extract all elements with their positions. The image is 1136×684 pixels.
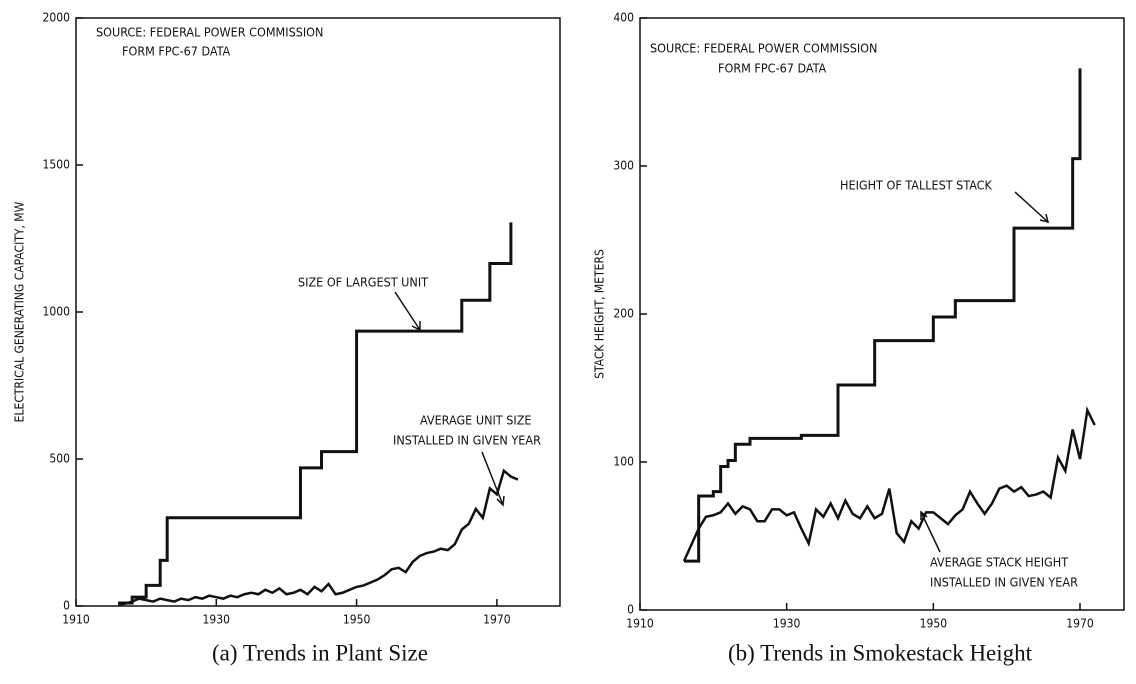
annotation: AVERAGE UNIT SIZE xyxy=(420,413,532,428)
y-tick-label: 400 xyxy=(613,11,634,25)
plot-frame xyxy=(75,17,561,607)
y-tick-label: 200 xyxy=(613,307,634,321)
annotation: AVERAGE STACK HEIGHT xyxy=(930,555,1068,570)
line xyxy=(117,468,519,606)
y-tick-label: 300 xyxy=(613,159,634,173)
annotation: FORM FPC-67 DATA xyxy=(122,44,231,59)
annotation: SOURCE: FEDERAL POWER COMMISSION xyxy=(650,41,877,56)
y-axis-title: STACK HEIGHT, METERS xyxy=(593,249,607,379)
x-tick-label: 1930 xyxy=(773,617,801,631)
step-line xyxy=(684,68,1082,563)
arrow xyxy=(481,451,505,507)
caption: (a) Trends in Plant Size xyxy=(212,640,428,665)
caption: (b) Trends in Smokestack Height xyxy=(728,640,1033,665)
y-tick-label: 0 xyxy=(63,599,70,613)
annotation: SIZE OF LARGEST UNIT xyxy=(298,275,428,290)
step-line xyxy=(118,222,513,605)
x-tick-label: 1970 xyxy=(1066,617,1094,631)
x-tick-label: 1950 xyxy=(343,613,371,627)
x-tick-label: 1950 xyxy=(920,617,948,631)
plot-frame xyxy=(639,17,1125,611)
annotation: INSTALLED IN GIVEN YEAR xyxy=(930,575,1078,590)
y-tick-label: 100 xyxy=(613,455,634,469)
y-tick-label: 0 xyxy=(627,603,634,617)
annotation: HEIGHT OF TALLEST STACK xyxy=(840,178,993,193)
x-tick-label: 1970 xyxy=(483,613,511,627)
x-tick-label: 1930 xyxy=(203,613,231,627)
y-tick-label: 1000 xyxy=(43,305,71,319)
y-tick-label: 500 xyxy=(49,452,70,466)
y-axis-title: ELECTRICAL GENERATING CAPACITY, MW xyxy=(13,201,27,422)
y-tick-label: 1500 xyxy=(43,158,71,172)
line xyxy=(682,406,1096,562)
annotation: SOURCE: FEDERAL POWER COMMISSION xyxy=(96,25,323,40)
arrow xyxy=(394,291,421,332)
annotation: FORM FPC-67 DATA xyxy=(718,61,827,76)
annotation: INSTALLED IN GIVEN YEAR xyxy=(393,433,541,448)
y-tick-label: 2000 xyxy=(43,11,71,25)
x-tick-label: 1910 xyxy=(62,613,90,627)
x-tick-label: 1910 xyxy=(626,617,654,631)
arrow xyxy=(1014,191,1050,224)
